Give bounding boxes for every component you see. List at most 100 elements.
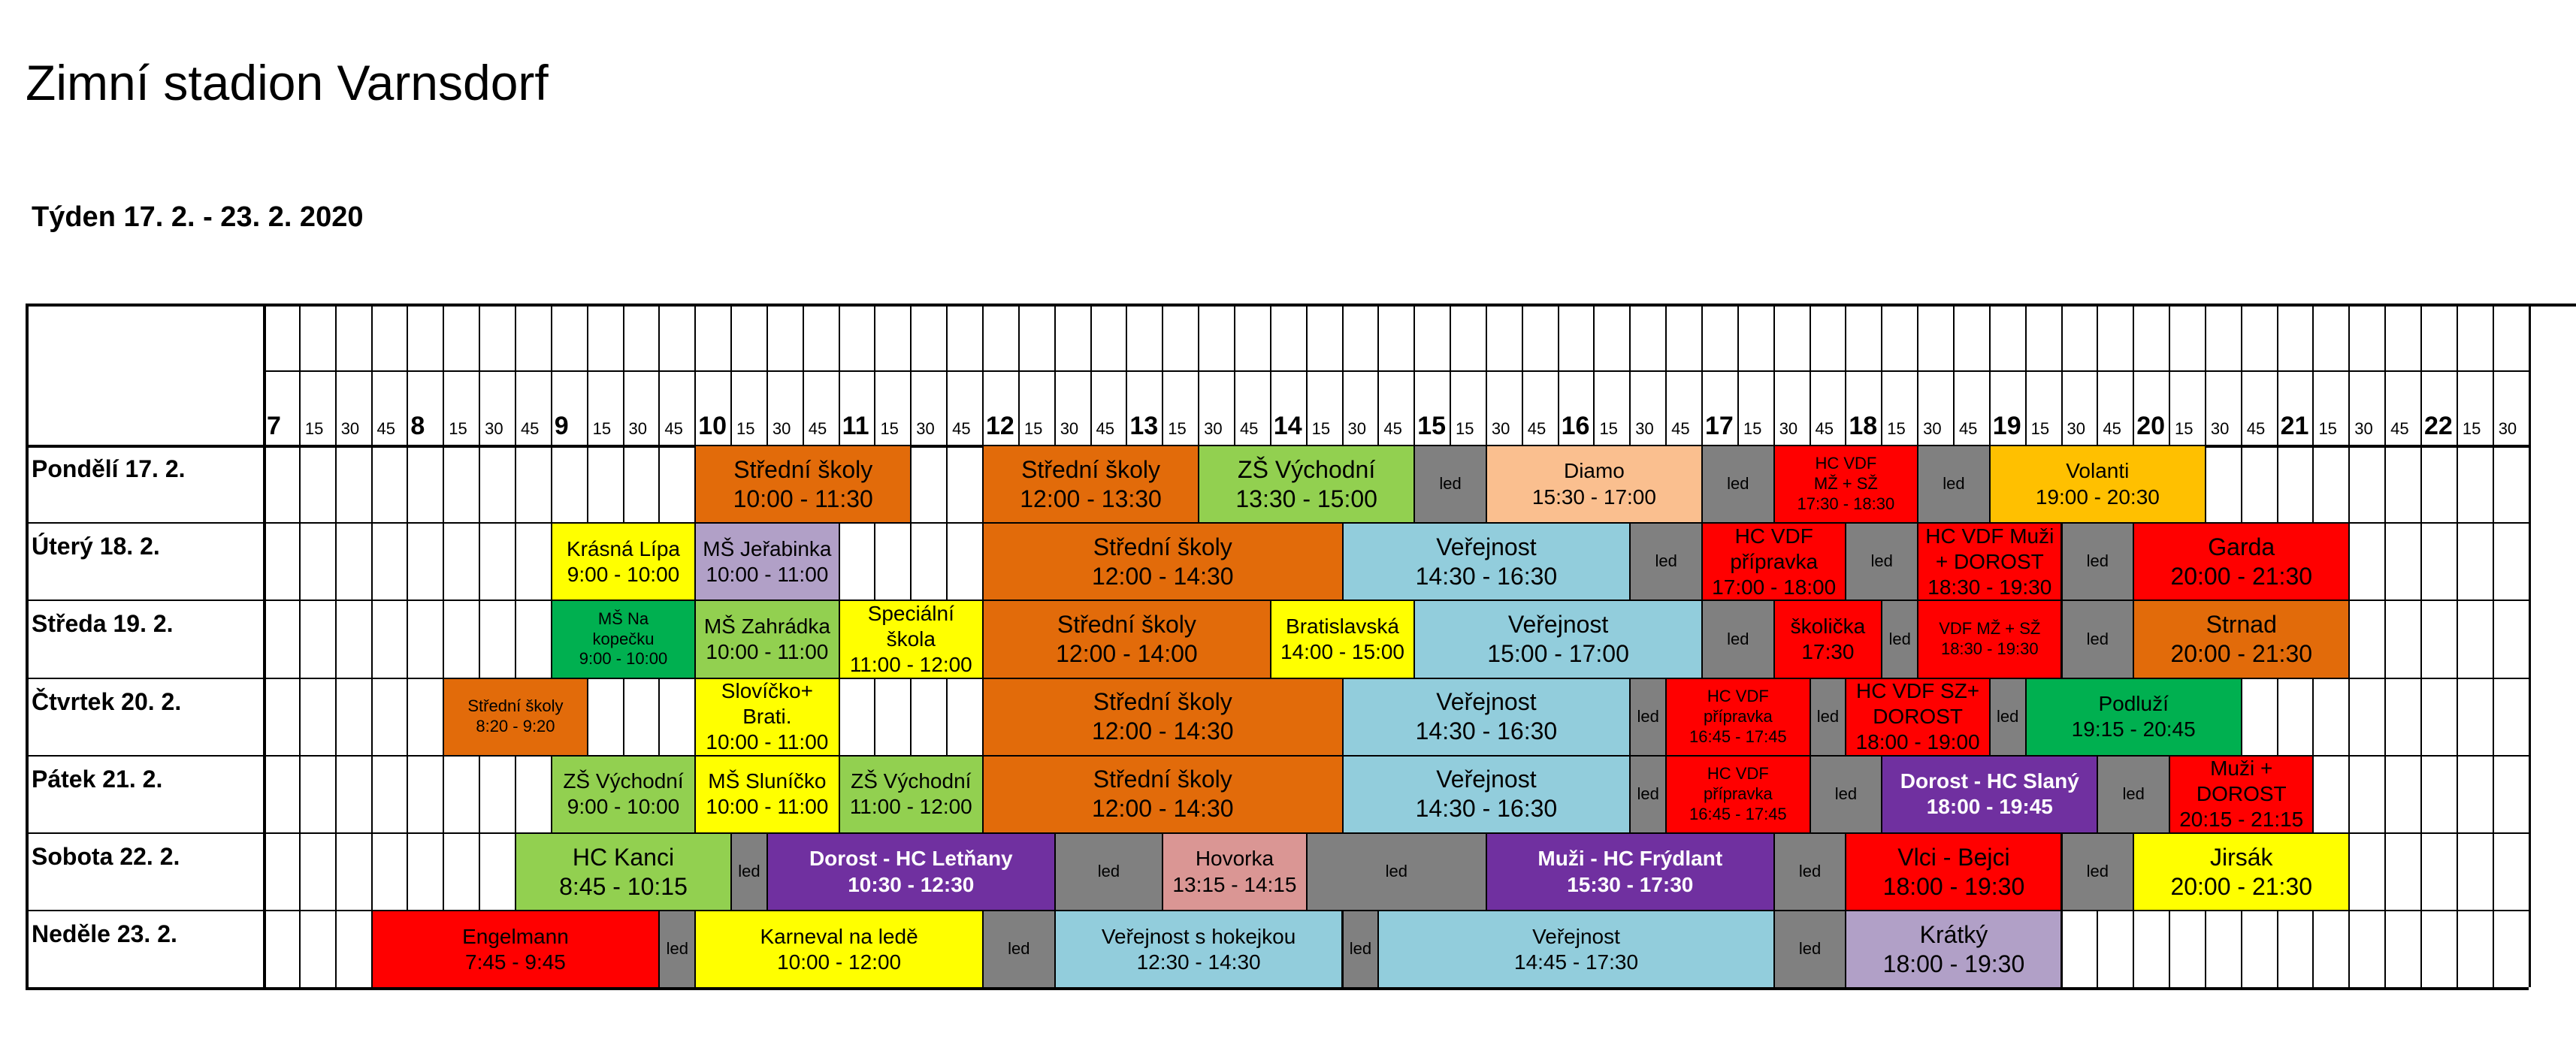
booking-block: led [1631, 524, 1703, 600]
booking-text: 17:30 - 18:30 [1797, 494, 1895, 513]
booking-block: led [1882, 601, 1919, 678]
booking-text: 9:00 - 10:00 [567, 795, 680, 819]
quarter-label: 45 [1815, 419, 1834, 438]
booking-text: Dorost - HC Letňany [809, 847, 1013, 871]
booking-text: led [2086, 551, 2109, 571]
day-label: Úterý 18. 2. [32, 533, 160, 560]
booking-block: led [1810, 756, 1883, 832]
quarter-label: 30 [1779, 419, 1798, 438]
booking-text: Muži + [2210, 757, 2273, 781]
booking-text: 10:00 - 11:00 [706, 639, 829, 663]
booking-block: Veřejnost 14:30 - 16:30 [1343, 678, 1631, 755]
quarter-label: 45 [1527, 419, 1547, 438]
booking-text: 14:00 - 15:00 [1280, 639, 1404, 663]
booking-text: 18:00 - 19:30 [1882, 872, 2025, 900]
quarter-label: 45 [664, 419, 683, 438]
booking-text: 15:30 - 17:30 [1567, 872, 1694, 896]
booking-text: 14:45 - 17:30 [1514, 950, 1639, 974]
quarter-label: 30 [2498, 419, 2517, 438]
booking-block: Veřejnost 15:00 - 17:00 [1415, 601, 1703, 678]
booking-text: Bratislavská [1286, 614, 1399, 638]
booking-text: MŠ Na [597, 609, 649, 628]
quarter-label: 45 [952, 419, 971, 438]
booking-block: Engelmann 7:45 - 9:45 [372, 911, 661, 988]
booking-text: led [1870, 551, 1893, 571]
booking-text: HC VDF [1707, 686, 1769, 705]
booking-text: 19:00 - 20:30 [2035, 485, 2160, 509]
booking-text: 20:00 - 21:30 [2170, 562, 2313, 590]
booking-text: kopečku [592, 629, 655, 648]
booking-text: 17:00 - 18:00 [1712, 575, 1837, 599]
booking-block: MŠ Sluníčko 10:00 - 11:00 [696, 756, 840, 832]
booking-text: led [1727, 474, 1749, 494]
booking-text: ZŠ Východní [851, 769, 972, 793]
booking-block: HC VDF přípravka 16:45 - 17:45 [1667, 678, 1811, 755]
booking-text: VDF MŽ + SŽ [1939, 619, 2041, 639]
booking-text: MŠ Sluníčko [708, 769, 827, 793]
booking-block: Dorost - HC Slaný 18:00 - 19:45 [1882, 756, 2099, 832]
booking-text: Diamo [1563, 459, 1625, 483]
booking-block: HC VDF SZ+ DOROST 18:00 - 19:00 [1846, 678, 1991, 755]
quarter-label: 45 [2390, 419, 2409, 438]
booking-text: Strnad [2206, 610, 2277, 638]
grid-line [2420, 304, 2422, 988]
booking-text: Veřejnost [1436, 688, 1537, 716]
quarter-label: 45 [376, 419, 396, 438]
hour-label: 15 [1417, 412, 1447, 440]
booking-block: Hovorka 13:15 - 14:15 [1163, 834, 1308, 911]
booking-block: led [1846, 524, 1919, 600]
grid-line [443, 304, 445, 988]
quarter-label: 15 [880, 419, 899, 438]
booking-text: HC VDF [1734, 524, 1813, 548]
booking-block: Střední školy 12:00 - 14:30 [984, 678, 1344, 755]
booking-text: led [1943, 474, 1965, 494]
booking-text: Karneval na ledě [760, 924, 918, 948]
booking-block: Veřejnost 14:30 - 16:30 [1343, 524, 1631, 600]
quarter-label: 15 [304, 419, 324, 438]
booking-text: 16:45 - 17:45 [1689, 726, 1787, 746]
booking-text: 7:45 - 9:45 [465, 950, 566, 974]
booking-text: 12:00 - 14:30 [1091, 795, 1234, 823]
day-label: Pondělí 17. 2. [32, 455, 186, 482]
booking-text: HC VDF [1707, 764, 1769, 784]
booking-block: Veřejnost 14:30 - 16:30 [1343, 756, 1631, 832]
grid-line [550, 304, 552, 988]
booking-block: led [1631, 756, 1667, 832]
quarter-label: 30 [628, 419, 647, 438]
quarter-label: 15 [1168, 419, 1187, 438]
booking-text: 16:45 - 17:45 [1689, 804, 1787, 823]
booking-block: Střední školy 12:00 - 14:00 [984, 601, 1271, 678]
booking-text: škola [886, 627, 936, 651]
page-title: Zimní stadion Varnsdorf [26, 55, 549, 110]
booking-block: Střední školy 12:00 - 14:30 [984, 756, 1344, 832]
booking-block: Veřejnost s hokejkou 12:30 - 14:30 [1055, 911, 1344, 988]
day-label: Středa 19. 2. [32, 610, 174, 638]
booking-text: led [2122, 784, 2145, 803]
hour-label: 16 [1561, 412, 1590, 440]
booking-text: 13:15 - 14:15 [1172, 872, 1297, 896]
hour-label: 18 [1849, 412, 1878, 440]
booking-block: led [660, 911, 697, 988]
booking-text: Střední školy [1021, 455, 1161, 483]
week-label: Týden 17. 2. - 23. 2. 2020 [32, 201, 364, 233]
booking-block: Volanti 19:00 - 20:30 [1990, 446, 2206, 523]
quarter-label: 15 [1311, 419, 1331, 438]
booking-text: 18:30 - 19:30 [1927, 575, 2052, 599]
grid-line [2528, 304, 2531, 988]
quarter-label: 30 [2067, 419, 2085, 438]
grid-line [26, 987, 2529, 991]
booking-text: led [1798, 862, 1822, 881]
booking-text: přípravka [1703, 706, 1773, 726]
booking-text: led [1637, 706, 1659, 726]
booking-text: led [1349, 939, 1372, 959]
booking-block: Strnad 20:00 - 21:30 [2134, 601, 2351, 678]
booking-block: HC VDF přípravka 17:00 - 18:00 [1703, 524, 1847, 600]
hour-label: 10 [698, 412, 727, 440]
booking-block: led [1307, 834, 1487, 911]
booking-text: 12:00 - 14:30 [1091, 717, 1234, 745]
booking-text: 15:00 - 17:00 [1487, 639, 1629, 667]
booking-text: Engelmann [462, 924, 569, 948]
grid-line [263, 370, 2529, 372]
booking-text: led [1816, 706, 1840, 726]
